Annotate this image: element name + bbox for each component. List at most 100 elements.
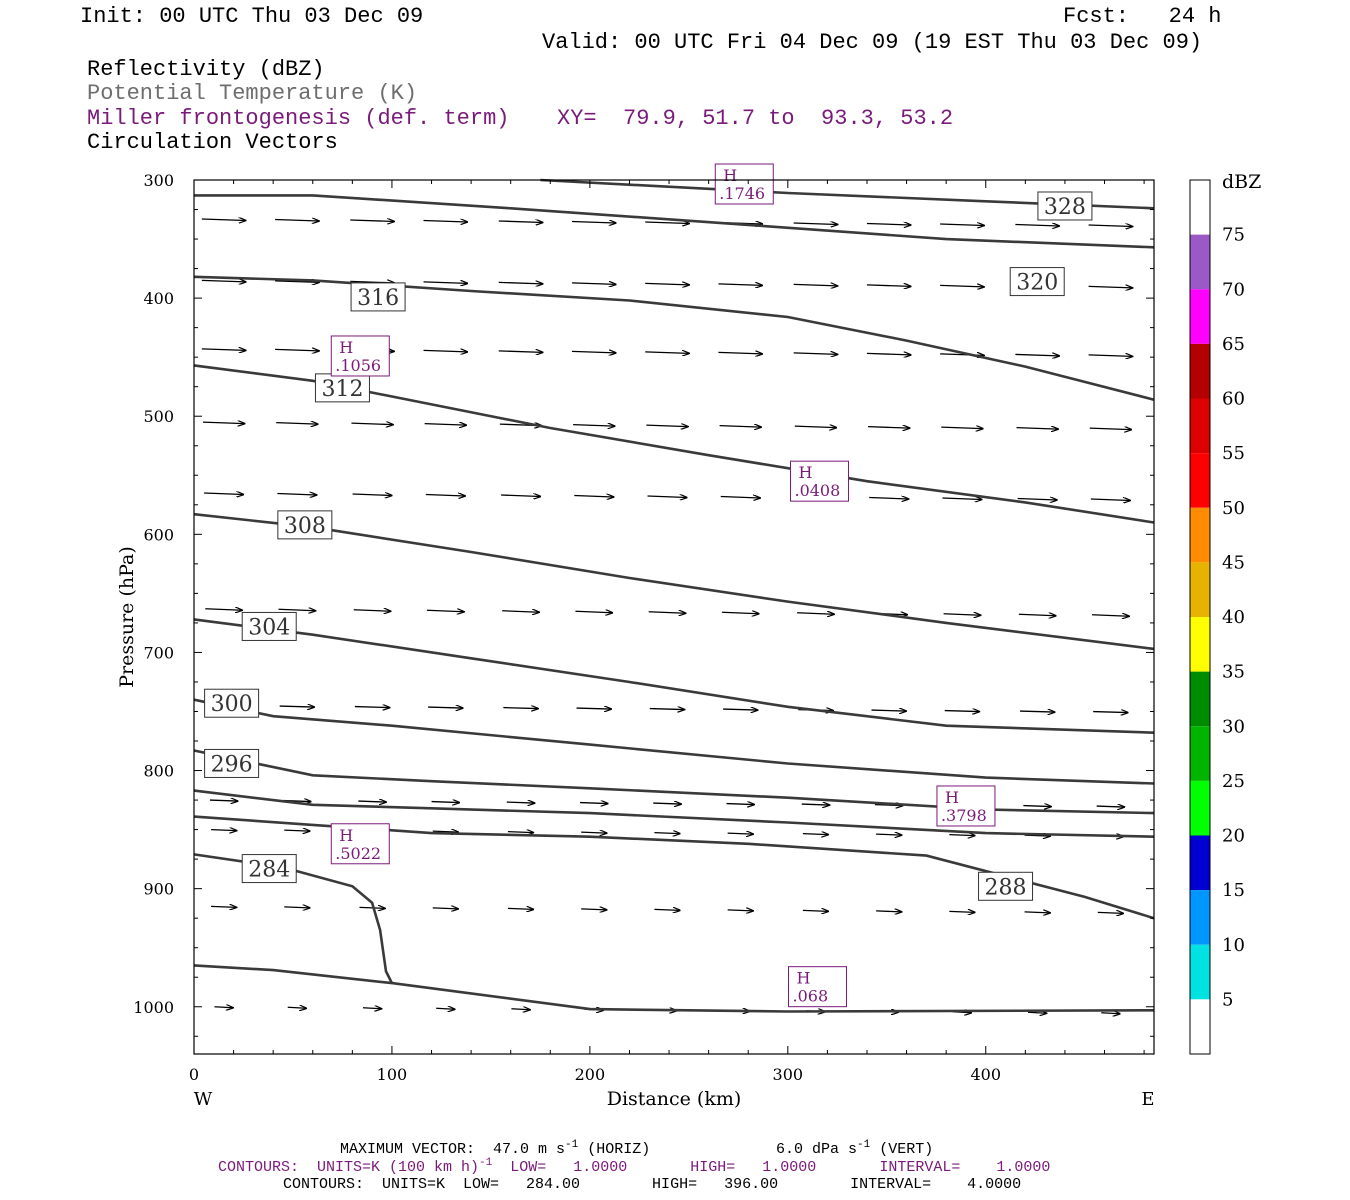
circulation-vector — [275, 281, 319, 283]
isentrope-312 — [193, 512, 1155, 651]
isentrope-label-box — [277, 510, 333, 540]
colorbar-label: 10 — [1222, 935, 1245, 956]
circulation-vector — [204, 493, 243, 495]
circulation-vector — [423, 282, 468, 284]
frontogenesis-max-box — [788, 966, 848, 1008]
circulation-vector — [502, 611, 539, 613]
colorbar-segment — [1190, 180, 1210, 235]
colorbar-frame — [1189, 179, 1211, 1055]
isentrope-308 — [193, 618, 1155, 734]
colorbar-label: 65 — [1222, 334, 1245, 355]
vert-vector-text: 6.0 dPa s — [776, 1141, 858, 1158]
frontogenesis-max-box — [789, 460, 849, 502]
colorbar-segment — [1190, 398, 1210, 454]
circulation-vector — [1088, 355, 1133, 357]
circulation-vector — [942, 498, 981, 500]
circulation-vector — [866, 285, 911, 287]
circulation-vector — [949, 835, 974, 836]
legend-reflectivity: Reflectivity (dBZ) — [87, 57, 325, 82]
isentrope-284 — [193, 964, 1155, 1013]
circulation-vector — [279, 706, 315, 707]
circulation-vector — [949, 911, 974, 912]
max-vector-text: MAXIMUM VECTOR: 47.0 m s — [340, 1141, 566, 1158]
circulation-vector — [506, 802, 535, 803]
circulation-vector — [645, 352, 689, 354]
circulation-vector — [868, 427, 909, 429]
circulation-vector — [1016, 428, 1058, 430]
circulation-vector — [645, 222, 689, 224]
circulation-vector — [575, 611, 612, 613]
frontogenesis-max-value: .068 — [793, 987, 829, 1006]
isentrope-label-box — [1037, 191, 1093, 221]
circulation-vector — [501, 495, 540, 497]
isentrope-label-box — [204, 688, 260, 718]
footer-contours-theta: CONTOURS: UNITS=K LOW= 284.00 HIGH= 396.… — [283, 1176, 1022, 1193]
colorbar-label: 5 — [1222, 989, 1233, 1010]
isentrope-324 — [194, 194, 1155, 249]
circulation-vector — [201, 280, 246, 282]
colorbar-segment — [1190, 944, 1210, 1000]
vert-vector-exp: -1 — [857, 1139, 871, 1151]
isentrope-label-box — [204, 748, 260, 778]
colorbar-segment — [1190, 671, 1210, 727]
circulation-vector — [581, 909, 606, 910]
circulation-vector — [940, 285, 984, 287]
circulation-vector — [287, 1007, 306, 1008]
isentrope-label-box — [978, 871, 1034, 901]
colorbar-segment — [1190, 890, 1210, 945]
contours1-a: CONTOURS: UNITS=K (100 km h) — [218, 1159, 480, 1176]
circulation-vector — [358, 801, 386, 802]
x-tick-label: 0 — [189, 1065, 199, 1084]
isentrope-label-box — [241, 854, 297, 884]
colorbar-segment — [1190, 234, 1210, 290]
circulation-vector — [350, 220, 394, 222]
max-vector-exp: -1 — [565, 1139, 579, 1151]
circulation-vector — [359, 907, 384, 908]
circulation-vector — [941, 427, 982, 429]
isentrope-label: 304 — [248, 615, 290, 640]
x-tick-label: 200 — [575, 1065, 606, 1084]
colorbar-segment — [1190, 507, 1210, 563]
y-tick-label: 400 — [143, 289, 174, 308]
circulation-vector — [794, 426, 836, 428]
circulation-vector — [503, 708, 538, 709]
circulation-vector — [424, 424, 466, 426]
circulation-vector — [801, 804, 830, 805]
circulation-vector — [571, 283, 616, 285]
circulation-vector — [209, 800, 238, 801]
frontogenesis-max-h: H — [797, 969, 811, 988]
circulation-vector — [943, 614, 981, 616]
west-label: W — [194, 1089, 213, 1110]
isentrope-label: 288 — [985, 875, 1027, 900]
circulation-vector — [362, 1008, 381, 1009]
circulation-vector — [1023, 806, 1051, 807]
footer-max-vector: MAXIMUM VECTOR: 47.0 m s-1 (HORIZ) — [340, 1139, 650, 1158]
vert-vector-label: (VERT) — [870, 1141, 934, 1158]
isentrope-label: 328 — [1044, 195, 1086, 220]
circulation-vector — [276, 423, 317, 425]
circulation-vector — [866, 223, 911, 225]
circulation-vector — [423, 350, 468, 352]
circulation-vector — [205, 609, 242, 611]
circulation-vector — [284, 907, 309, 908]
circulation-vector — [278, 609, 316, 611]
y-tick-label: 600 — [143, 525, 174, 544]
colorbar-segment — [1190, 999, 1210, 1054]
circulation-vector — [507, 832, 533, 833]
legend-miller: Miller frontogenesis (def. term) — [87, 106, 510, 131]
circulation-vector — [353, 610, 391, 612]
circulation-vector — [1015, 354, 1059, 356]
circulation-vector — [354, 707, 390, 708]
circulation-vector — [1096, 806, 1125, 807]
isentrope-label-box — [350, 282, 406, 312]
circulation-vector — [498, 351, 543, 353]
circulation-vector — [793, 223, 838, 225]
circulation-vector — [802, 910, 828, 911]
circulation-vector — [1090, 499, 1130, 501]
circulation-vector — [1092, 615, 1129, 617]
frontogenesis-max-value: .1056 — [335, 356, 381, 375]
colorbar-label: 20 — [1222, 826, 1245, 847]
colorbar-label: 75 — [1222, 225, 1245, 246]
isentrope-label: 308 — [284, 514, 326, 539]
